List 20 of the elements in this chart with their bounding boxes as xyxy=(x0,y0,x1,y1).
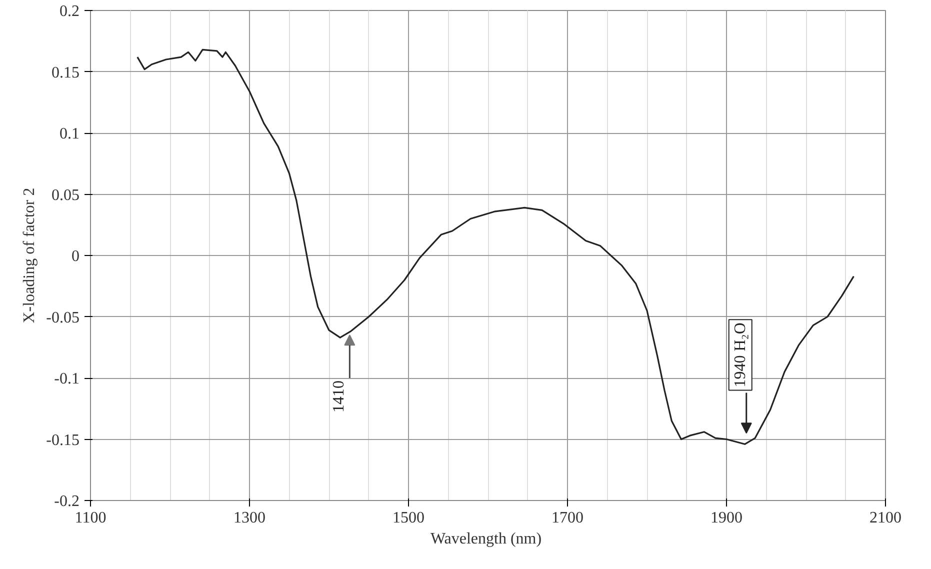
y-tick-label: 0.15 xyxy=(52,64,80,82)
x-tick-label: 1500 xyxy=(392,510,424,526)
y-tick-label: 0.05 xyxy=(52,186,80,204)
y-tick-label: 0.1 xyxy=(60,126,80,142)
x-tick-label: 1300 xyxy=(234,510,266,526)
x-tick-label: 1100 xyxy=(74,510,106,526)
x-tick-label: 1700 xyxy=(552,510,584,526)
annotation: 1410 xyxy=(330,380,348,412)
y-axis-title: X-loading of factor 2 xyxy=(21,188,38,324)
y-tick-label: -0.2 xyxy=(54,493,80,510)
x-tick-label: 1900 xyxy=(710,510,742,526)
y-tick-label: -0.05 xyxy=(46,309,80,326)
y-tick-label: 0.2 xyxy=(60,3,80,20)
line-series xyxy=(136,48,854,445)
x-tick-label: 2100 xyxy=(870,510,902,526)
annotation: 1940 H₂O xyxy=(732,322,749,388)
y-tick-label: 0 xyxy=(72,248,80,265)
x-axis-title: Wavelength (nm) xyxy=(430,530,542,548)
y-tick-label: -0.1 xyxy=(54,370,80,388)
y-tick-label: -0.15 xyxy=(46,432,80,449)
